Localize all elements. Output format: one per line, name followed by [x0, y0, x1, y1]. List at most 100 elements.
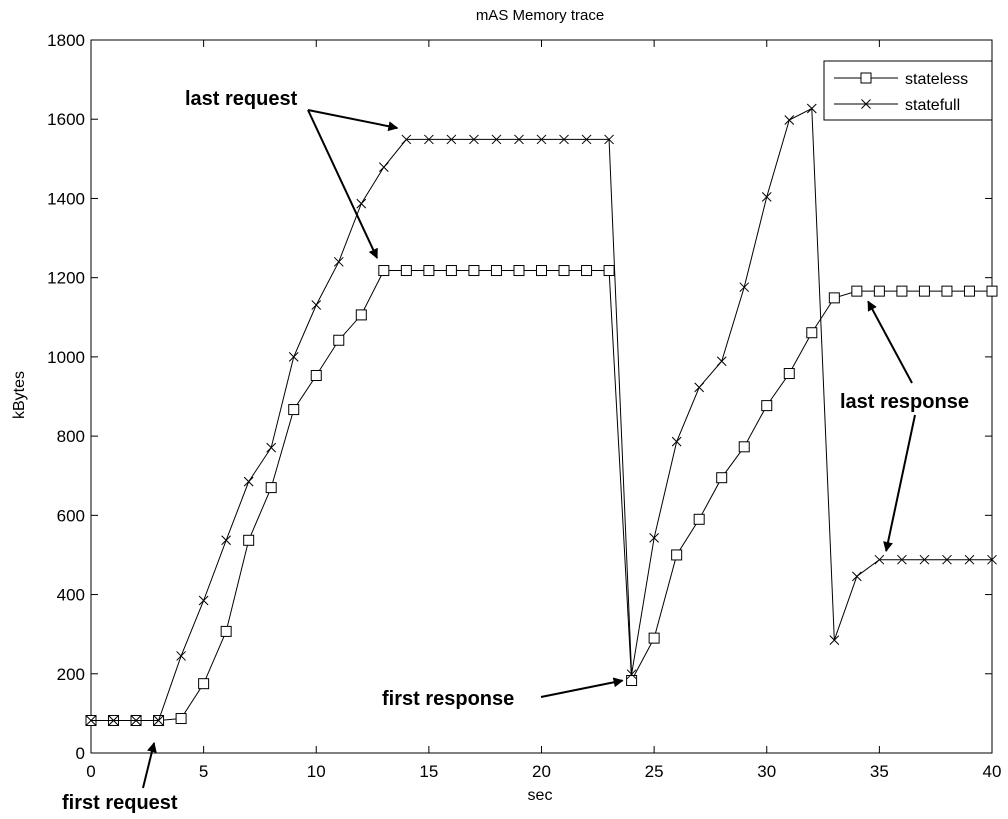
data-point-stateless	[963, 285, 975, 297]
data-point-stateless	[986, 285, 998, 297]
chart-title: mAS Memory trace	[476, 7, 604, 24]
series-layer	[85, 103, 998, 727]
arrow-last-response-stateless	[867, 300, 913, 384]
legend-item-statefull: statefull	[834, 97, 960, 114]
y-tick-label: 1200	[47, 269, 85, 288]
arrow-first-request	[142, 742, 157, 789]
data-point-statefull	[559, 134, 569, 145]
data-point-stateless	[918, 285, 930, 297]
data-point-statefull	[851, 571, 862, 582]
data-point-stateless	[738, 441, 750, 453]
axes: 0 5 10 15 20 25 30 35 40020040060080010001200140…	[47, 31, 1001, 781]
data-point-statefull	[536, 134, 547, 145]
data-point-statefull	[221, 535, 232, 546]
data-point-stateless	[783, 368, 795, 380]
data-point-statefull	[987, 554, 997, 565]
data-point-statefull	[874, 554, 885, 565]
data-point-statefull	[694, 382, 705, 393]
data-point-statefull	[829, 635, 840, 645]
x-tick-label: 40	[983, 762, 1002, 781]
data-point-statefull	[739, 282, 750, 293]
arrow-last-response-statefull	[883, 414, 916, 552]
data-point-statefull	[649, 533, 659, 543]
data-point-statefull	[806, 103, 817, 114]
data-point-stateless	[716, 472, 728, 484]
y-tick-label: 1600	[47, 110, 85, 129]
data-point-stateless	[400, 265, 412, 277]
data-point-statefull	[491, 134, 502, 145]
data-point-statefull	[716, 356, 727, 367]
legend-item-stateless: stateless	[834, 71, 968, 88]
data-point-statefull	[604, 134, 614, 145]
y-tick-label: 800	[57, 427, 85, 446]
data-point-stateless	[265, 482, 277, 494]
y-tick-label: 0	[76, 744, 85, 763]
data-point-stateless	[851, 285, 863, 297]
data-point-statefull	[626, 669, 637, 680]
x-axis-label: sec	[528, 787, 553, 804]
series-statefull	[86, 103, 997, 726]
data-point-statefull	[784, 115, 795, 125]
data-point-statefull	[333, 256, 344, 267]
data-point-statefull	[514, 134, 524, 145]
annotation-first-request: first request	[62, 792, 178, 814]
x-tick-label: 35	[870, 762, 889, 781]
data-point-stateless	[468, 265, 480, 277]
legend-marker-stateless	[860, 72, 872, 84]
y-tick-label: 1800	[47, 31, 85, 50]
data-point-stateless	[626, 675, 638, 687]
data-point-stateless	[828, 292, 840, 304]
data-point-statefull	[288, 352, 299, 362]
data-point-statefull	[176, 651, 186, 661]
x-tick-label: 15	[419, 762, 438, 781]
data-point-statefull	[153, 715, 164, 726]
data-point-statefull	[356, 198, 367, 209]
y-tick-label: 1400	[47, 189, 85, 208]
annotation-last-request: last request	[185, 88, 298, 110]
data-point-statefull	[761, 192, 772, 202]
data-point-statefull	[424, 134, 434, 145]
data-point-statefull	[86, 715, 96, 726]
series-line-stateless	[91, 270, 992, 722]
legend-marker-statefull	[861, 99, 871, 109]
y-tick-label: 600	[57, 506, 85, 525]
data-point-stateless	[198, 678, 210, 690]
x-tick-label: 20	[532, 762, 551, 781]
data-point-statefull	[198, 595, 209, 606]
y-tick-label: 200	[57, 665, 85, 684]
arrow-last-request-stateless	[307, 109, 378, 259]
data-point-stateless	[941, 285, 953, 297]
data-point-statefull	[243, 476, 254, 487]
data-point-stateless	[761, 400, 773, 412]
y-tick-label: 1000	[47, 348, 85, 367]
legend-label: stateless	[905, 71, 968, 88]
data-point-statefull	[401, 134, 412, 145]
data-point-statefull	[671, 436, 682, 447]
data-point-stateless	[333, 334, 345, 346]
annotation-first-response: first response	[382, 688, 514, 710]
data-point-stateless	[648, 632, 660, 644]
arrow-first-response	[540, 677, 624, 698]
data-point-statefull	[581, 134, 592, 145]
data-point-statefull	[897, 554, 907, 565]
data-point-stateless	[896, 285, 908, 297]
data-point-stateless	[175, 713, 187, 725]
x-tick-label: 0	[86, 762, 95, 781]
data-point-statefull	[919, 554, 930, 565]
annotation-last-response: last response	[840, 391, 969, 413]
data-point-stateless	[243, 534, 255, 546]
x-tick-label: 10	[307, 762, 326, 781]
data-point-stateless	[378, 265, 390, 277]
data-point-stateless	[581, 265, 593, 277]
data-point-statefull	[131, 715, 141, 726]
legend-label: statefull	[905, 97, 960, 114]
data-point-statefull	[378, 162, 389, 173]
data-point-stateless	[355, 309, 367, 321]
data-point-stateless	[873, 285, 885, 297]
data-point-stateless	[536, 265, 547, 277]
arrow-last-request-statefull	[307, 109, 399, 132]
x-tick-label: 25	[645, 762, 664, 781]
y-axis-label: kBytes	[11, 371, 28, 419]
data-point-stateless	[671, 549, 683, 561]
